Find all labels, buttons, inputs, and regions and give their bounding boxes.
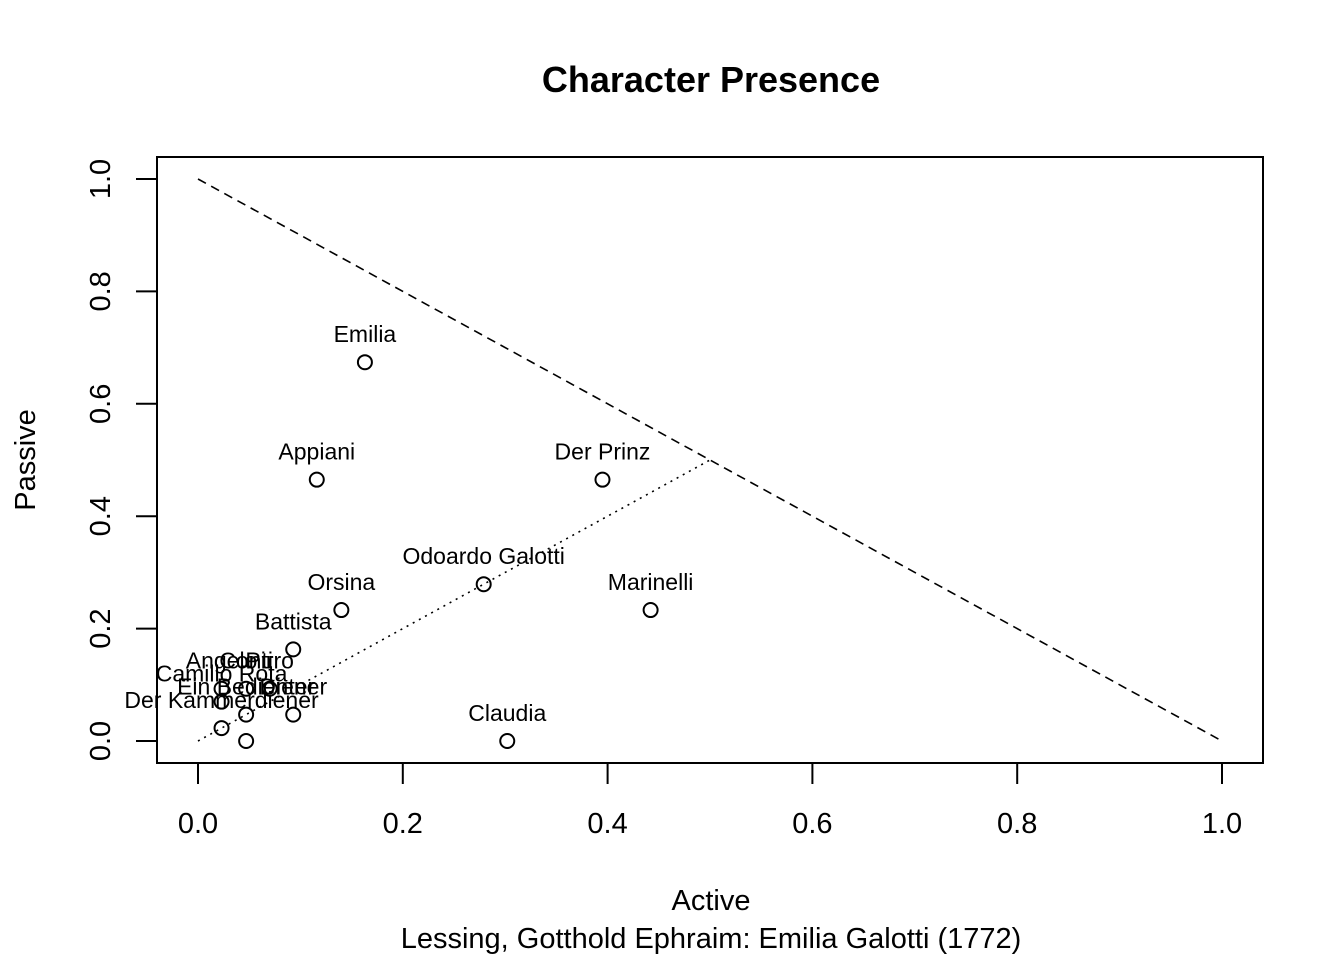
label-emilia: Emilia	[334, 321, 397, 347]
label-der-prinz: Der Prinz	[555, 439, 651, 465]
y-tick-label: 0.4	[85, 496, 117, 536]
y-tick-label: 0.2	[85, 608, 117, 648]
label-claudia: Claudia	[468, 700, 546, 726]
x-tick-label: 0.6	[792, 808, 832, 840]
point-labels: Emilia Appiani Der Prinz Odoardo Galotti Ors…	[124, 321, 693, 726]
point-diener	[285, 706, 302, 723]
chart-subtitle: Lessing, Gotthold Ephraim: Emilia Galott…	[401, 923, 1022, 955]
point-camillo-rota	[213, 693, 230, 710]
x-tick-label: 0.2	[383, 808, 423, 840]
label-appiani: Appiani	[278, 439, 355, 465]
x-tick-label: 0.0	[178, 808, 218, 840]
point-conti	[238, 680, 255, 697]
y-tick-label: 0.6	[85, 384, 117, 424]
y-tick-label: 0.0	[85, 721, 117, 761]
label-pirro: Pirro	[245, 648, 294, 674]
label-der-kammerdiener: Der Kammerdiener	[124, 687, 319, 713]
x-tick-label: 1.0	[1202, 808, 1242, 840]
point-claudia	[499, 733, 516, 749]
label-marinelli: Marinelli	[608, 569, 694, 595]
point-der-kammerdiener	[213, 720, 230, 737]
data-points	[213, 354, 659, 749]
label-diener: Diener	[259, 674, 327, 700]
y-axis-label: Passive	[10, 409, 42, 511]
point-battista	[285, 641, 302, 658]
chart-title: Character Presence	[542, 59, 880, 100]
x-tick-label: 0.4	[587, 808, 627, 840]
label-battista: Battista	[255, 608, 332, 634]
label-odoardo-galotti: Odoardo Galotti	[403, 543, 565, 569]
point-orsina	[333, 602, 350, 619]
point-pirro	[261, 680, 278, 697]
x-tick-label: 0.8	[997, 808, 1037, 840]
label-angelo: Angelo	[186, 648, 258, 674]
y-tick-label: 0.8	[85, 271, 117, 311]
label-ein-bedienter: Ein Bedienter	[177, 674, 315, 700]
point-unlabeled	[238, 733, 255, 749]
label-conti: Conti	[219, 648, 273, 674]
point-appiani	[308, 471, 325, 488]
label-camillo-rota: Camillo Rota	[156, 661, 288, 687]
point-marinelli	[642, 602, 659, 619]
x-axis-label: Active	[672, 885, 751, 917]
point-ein-bedienter	[238, 706, 255, 723]
y-tick-label: 1.0	[85, 159, 117, 199]
label-orsina: Orsina	[307, 569, 375, 595]
y-axis: 0.0 0.2 0.4 0.6 0.8 1.0	[85, 159, 158, 761]
point-angelo	[213, 680, 230, 697]
point-emilia	[356, 354, 373, 371]
point-der-prinz	[594, 471, 611, 488]
point-odoardo-galotti	[475, 576, 492, 593]
x-axis: 0.0 0.2 0.4 0.6 0.8 1.0	[178, 762, 1242, 840]
